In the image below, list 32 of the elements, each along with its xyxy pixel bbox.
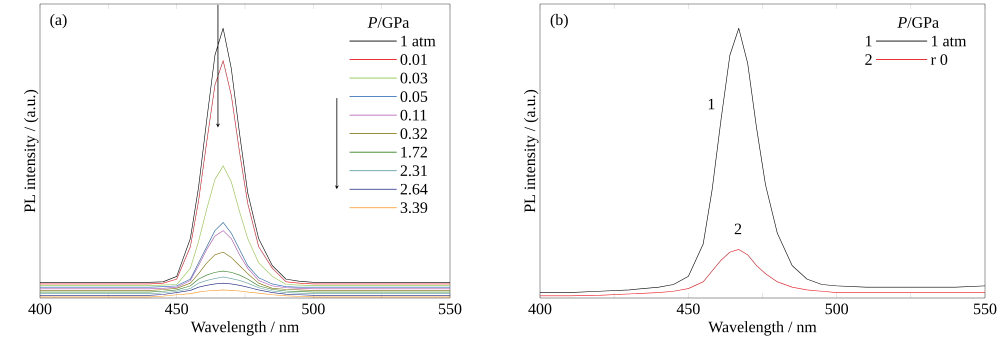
- legend-label: 3.39: [400, 202, 428, 214]
- x-tick-label: 550: [438, 304, 462, 314]
- legend-label: 0.11: [400, 110, 426, 121]
- x-tick-label: 550: [974, 304, 996, 314]
- chart-title: (a): [50, 14, 67, 28]
- legend-label: 0.32: [400, 128, 427, 140]
- x-tick-label: 400: [528, 304, 552, 314]
- legend-label: 2.31: [400, 165, 427, 176]
- x-tick-label: 400: [28, 304, 52, 314]
- x-tick-label: 450: [165, 304, 188, 314]
- legend-title: P/GPa: [897, 17, 939, 28]
- x-tick-label: 500: [302, 304, 325, 314]
- x-axis-title: Wavelength / nm: [190, 321, 299, 336]
- legend-title: P/GPa: [368, 17, 410, 28]
- legend-label: r 0: [930, 54, 948, 65]
- legend-label: 1 atm: [932, 36, 966, 46]
- x-tick-label: 500: [826, 304, 848, 314]
- x-tick-label: 450: [676, 304, 700, 314]
- legend-label: 0.03: [400, 72, 428, 84]
- annotation: 1: [708, 98, 714, 110]
- legend-label: 2.64: [400, 184, 428, 195]
- y-axis-title: PL intensity / (a.u.): [24, 90, 38, 212]
- y-axis-title: PL intensity / (a.u.): [524, 90, 538, 212]
- x-axis-title: Wavelength / nm: [708, 321, 816, 336]
- annotation: 2: [734, 224, 742, 234]
- annotation: 1: [866, 36, 872, 46]
- legend-label: 1.72: [401, 146, 427, 158]
- legend-label: 0.05: [400, 91, 428, 102]
- legend-label: 1 atm: [401, 36, 436, 46]
- chart-title: (b): [550, 14, 568, 28]
- annotation: 2: [865, 54, 872, 65]
- legend-label: 0.01: [400, 54, 427, 65]
